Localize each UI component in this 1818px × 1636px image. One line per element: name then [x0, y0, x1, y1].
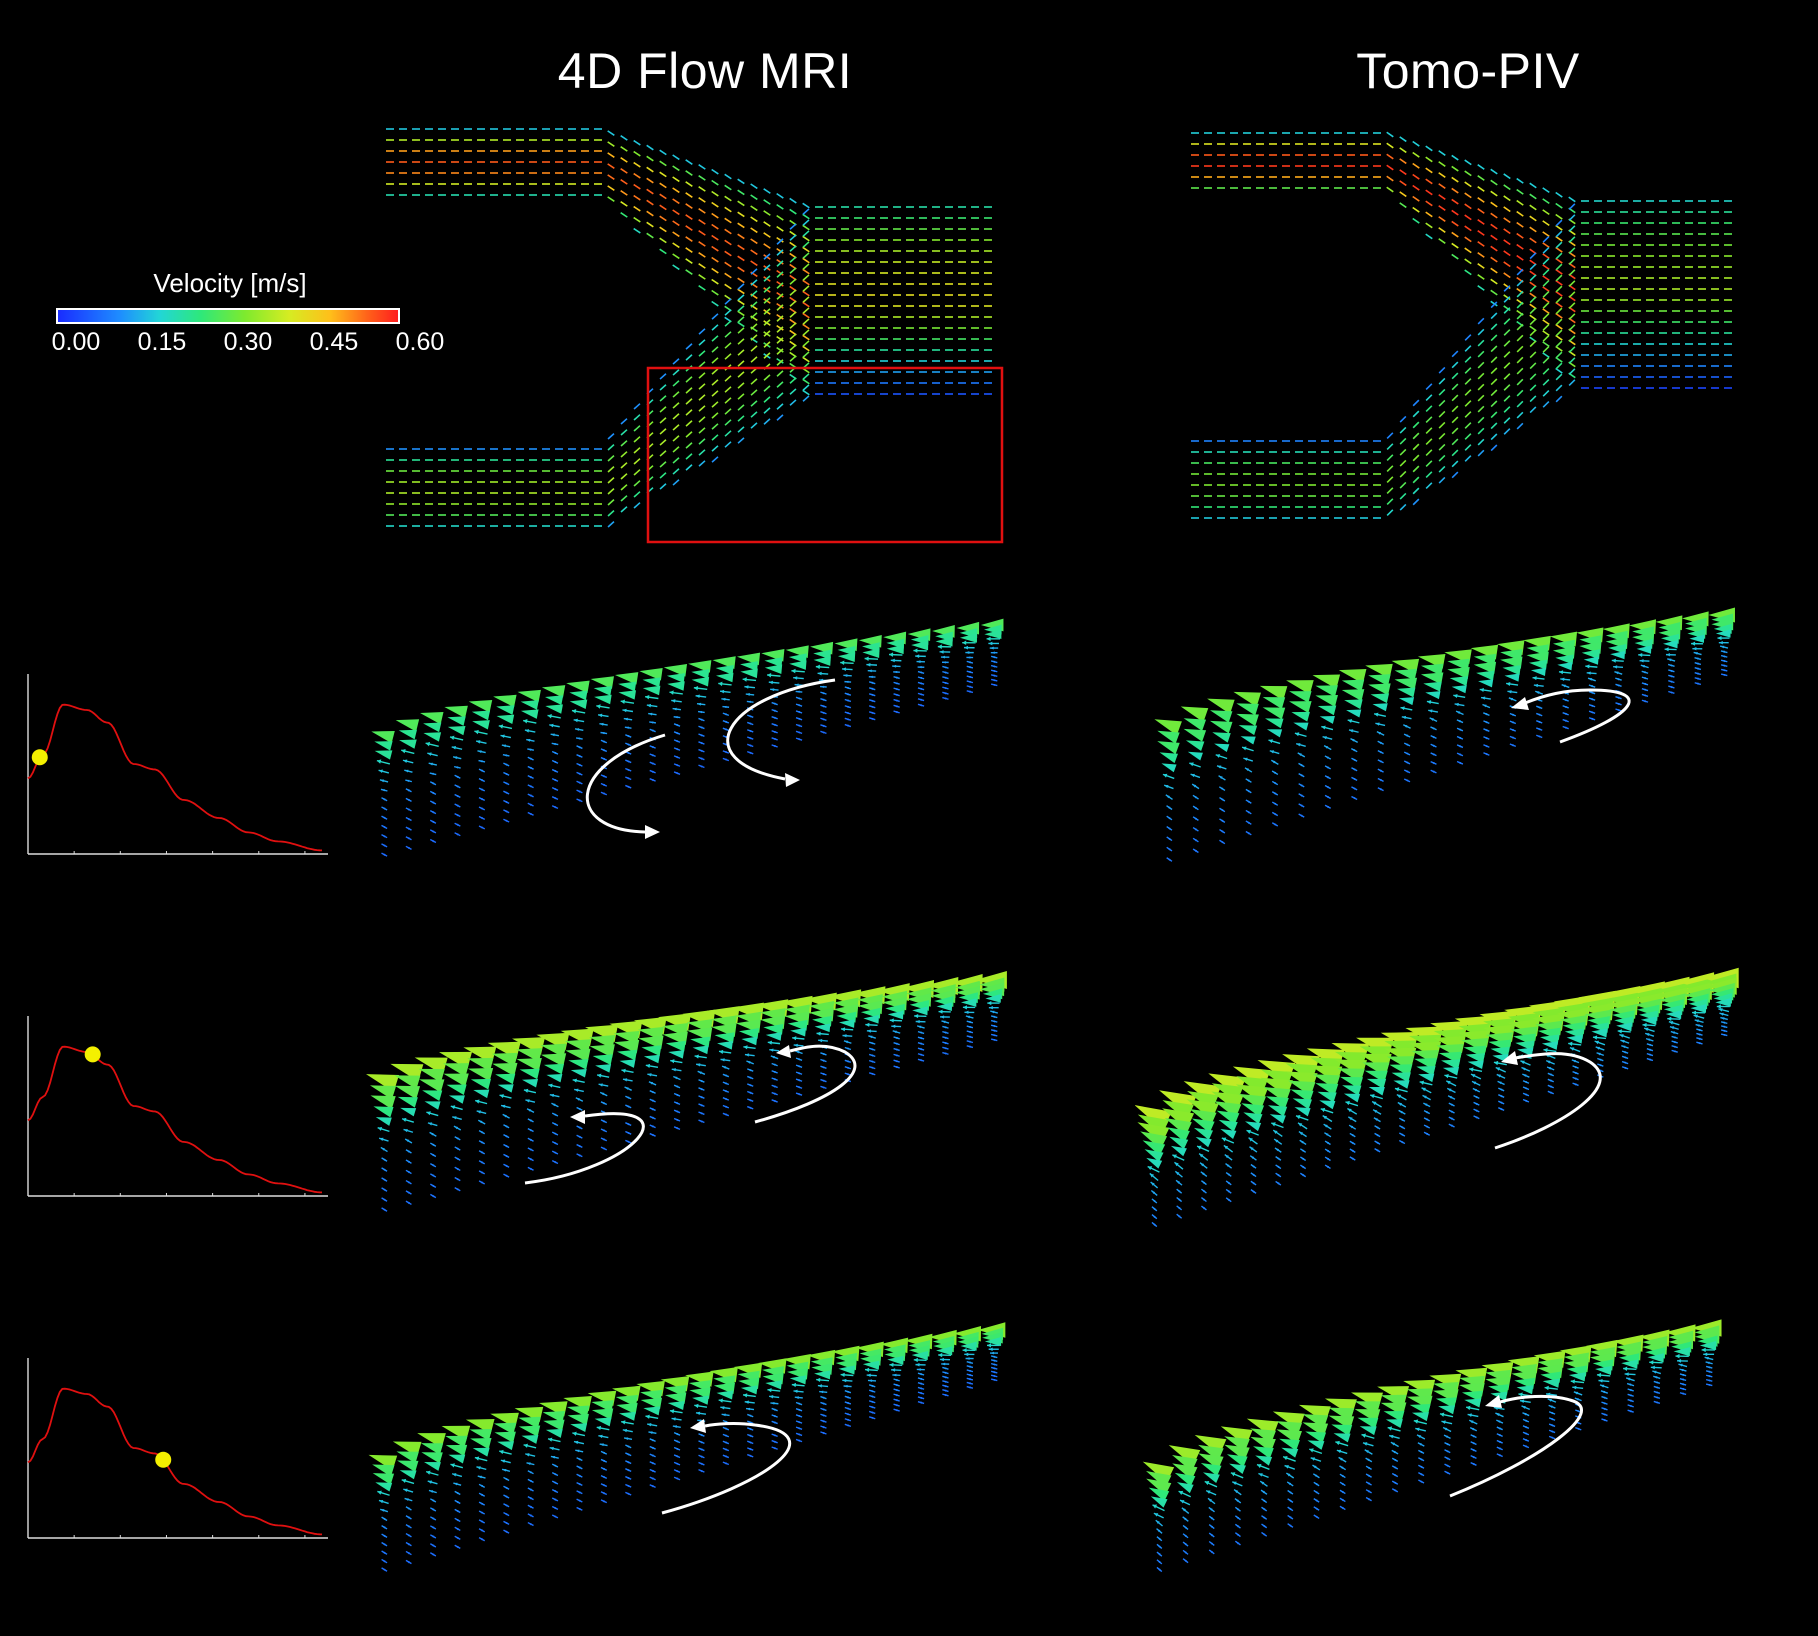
vortex-annotation-arrows	[661, 1419, 792, 1515]
velocity-cones	[1142, 1319, 1722, 1573]
cardiac-phase-marker	[155, 1451, 172, 1468]
zoom-vector-field-mri-row1	[371, 618, 1004, 857]
vortex-annotation-arrows	[1449, 1394, 1583, 1498]
cardiac-phase-marker	[31, 749, 48, 766]
overview-vector-field-piv	[1191, 131, 1732, 519]
colorbar-tick-1: 0.15	[137, 328, 187, 356]
vector-arrows	[1191, 131, 1732, 519]
vortex-annotation-arrows	[1511, 688, 1631, 744]
colorbar-tick-4: 0.60	[395, 328, 445, 356]
velocity-cones	[1135, 967, 1739, 1228]
column-title-4d-flow-mri: 4D Flow MRI	[557, 43, 853, 99]
vortex-annotation-arrows	[524, 1044, 857, 1185]
vector-arrows	[386, 128, 992, 528]
region-of-interest-box	[646, 366, 1004, 544]
velocity-colorbar-legend: Velocity [m/s] 0.00 0.15 0.30 0.45 0.60	[20, 262, 445, 372]
zoom-vector-field-piv-row1	[1154, 607, 1735, 862]
velocity-cones	[371, 618, 1004, 857]
waveform-curve	[27, 1045, 323, 1194]
colorbar-tick-2: 0.30	[223, 328, 273, 356]
waveform-curve	[27, 1387, 323, 1536]
zoom-vector-field-mri-row2	[366, 971, 1007, 1212]
colorbar-gradient	[56, 308, 400, 324]
zoom-vector-field-mri-row3	[368, 1322, 1006, 1572]
zoom-vector-field-piv-row2	[1135, 967, 1739, 1228]
overview-vector-field-mri	[386, 128, 1004, 544]
vortex-annotation-arrows	[1494, 1051, 1602, 1150]
colorbar-tick-0: 0.00	[51, 328, 101, 356]
column-title-tomo-piv: Tomo-PIV	[1356, 43, 1580, 99]
vortex-annotation-arrows	[586, 678, 836, 839]
colorbar-tick-3: 0.45	[309, 328, 359, 356]
colorbar-title: Velocity [m/s]	[153, 268, 307, 298]
velocity-cones	[1154, 607, 1735, 862]
flow-waveform-row2	[27, 1016, 328, 1197]
cardiac-phase-marker	[84, 1046, 101, 1063]
zoom-vector-field-piv-row3	[1142, 1319, 1722, 1573]
waveform-curve	[27, 703, 323, 852]
velocity-cones	[368, 1322, 1006, 1572]
flow-waveform-row1	[27, 674, 328, 855]
flow-waveform-row3	[27, 1358, 328, 1539]
velocity-cones	[366, 971, 1007, 1212]
